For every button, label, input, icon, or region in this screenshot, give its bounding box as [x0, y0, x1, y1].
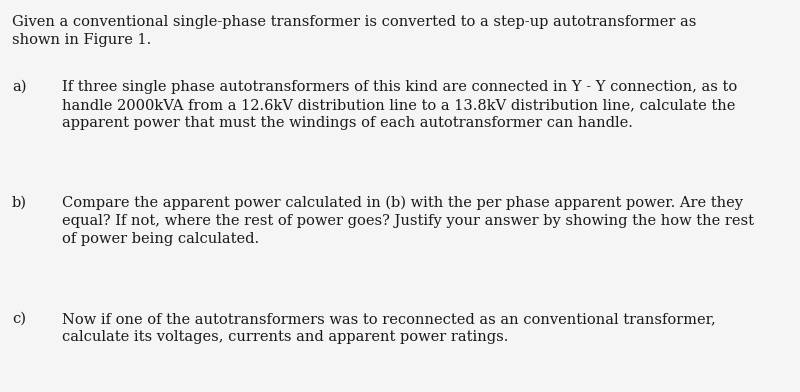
Text: equal? If not, where the rest of power goes? Justify your answer by showing the : equal? If not, where the rest of power g… [62, 214, 754, 228]
Text: Compare the apparent power calculated in (b) with the per phase apparent power. : Compare the apparent power calculated in… [62, 196, 743, 211]
Text: handle 2000kVA from a 12.6kV distribution line to a 13.8kV distribution line, ca: handle 2000kVA from a 12.6kV distributio… [62, 98, 735, 112]
Text: shown in Figure 1.: shown in Figure 1. [12, 33, 151, 47]
Text: Now if one of the autotransformers was to reconnected as an conventional transfo: Now if one of the autotransformers was t… [62, 312, 716, 326]
Text: b): b) [12, 196, 27, 210]
Text: Given a conventional single-phase transformer is converted to a step-up autotran: Given a conventional single-phase transf… [12, 15, 696, 29]
Text: a): a) [12, 80, 26, 94]
Text: If three single phase autotransformers of this kind are connected in Y - Y conne: If three single phase autotransformers o… [62, 80, 738, 94]
Text: apparent power that must the windings of each autotransformer can handle.: apparent power that must the windings of… [62, 116, 633, 130]
Text: of power being calculated.: of power being calculated. [62, 232, 259, 246]
Text: c): c) [12, 312, 26, 326]
Text: calculate its voltages, currents and apparent power ratings.: calculate its voltages, currents and app… [62, 330, 508, 344]
